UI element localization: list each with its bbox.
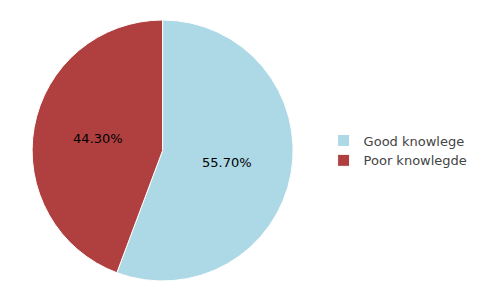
svg-text:55.70%: 55.70% <box>202 155 252 170</box>
svg-text:Poor knowlegde: Poor knowlegde <box>364 153 467 168</box>
svg-text:Good knowlege: Good knowlege <box>364 134 465 149</box>
svg-text:44.30%: 44.30% <box>73 131 123 146</box>
